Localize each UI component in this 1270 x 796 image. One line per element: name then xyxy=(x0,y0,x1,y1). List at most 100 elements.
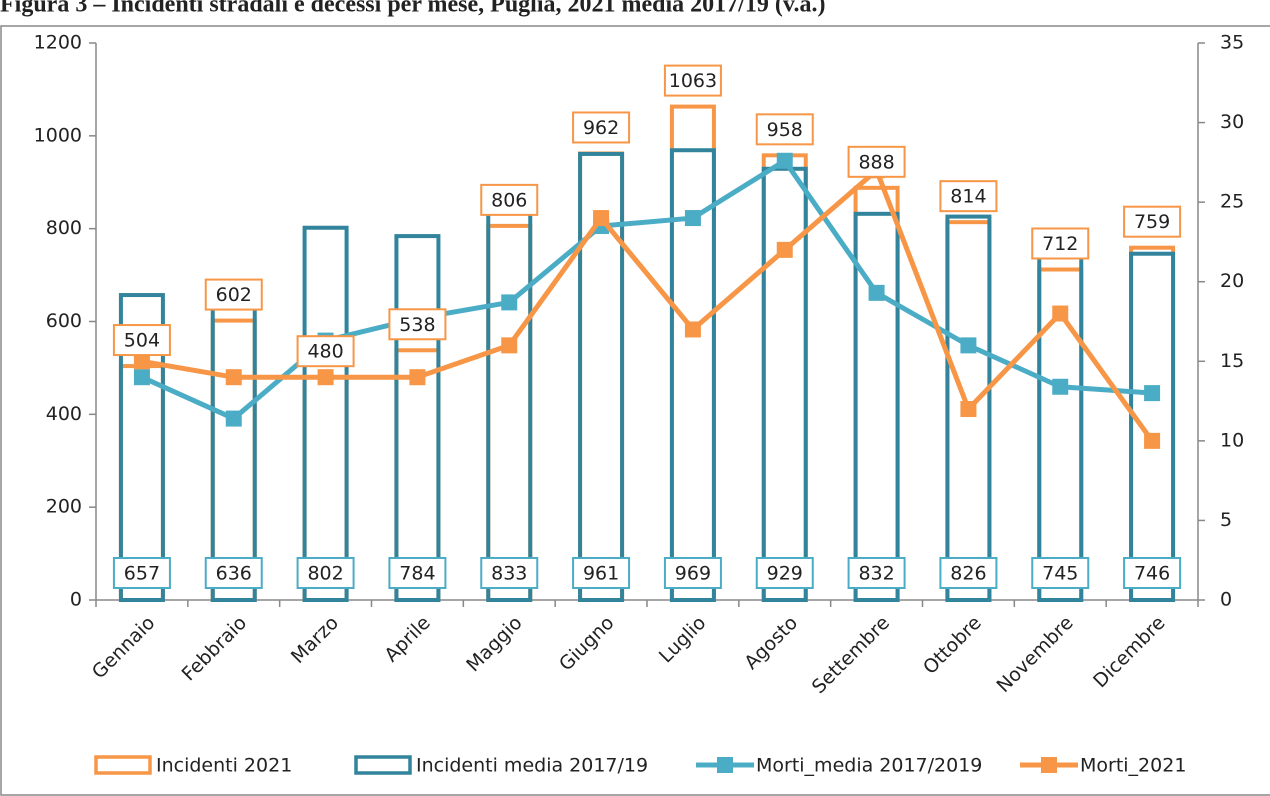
data-label-box xyxy=(1031,557,1090,589)
x-tick-label: Ottobre xyxy=(919,612,986,679)
x-tick-label: Giugno xyxy=(555,612,618,675)
legend-item: Incidenti 2021 xyxy=(94,755,292,777)
data-label-text: 806 xyxy=(491,189,527,211)
y-tick-label: 400 xyxy=(46,403,82,425)
marker xyxy=(868,284,885,301)
data-label: 480 xyxy=(296,335,355,368)
data-label-box xyxy=(388,308,447,341)
data-label-box xyxy=(296,557,355,589)
bar xyxy=(669,104,716,603)
line xyxy=(141,167,1155,443)
data-label-text: 969 xyxy=(675,563,711,585)
data-label: 504 xyxy=(112,324,171,357)
bar xyxy=(394,234,441,603)
data-label-box xyxy=(939,557,998,589)
data-label-text: 832 xyxy=(858,563,894,585)
y2-tick-label: 10 xyxy=(1220,429,1244,451)
data-label-box xyxy=(939,180,998,213)
data-label-text: 962 xyxy=(583,117,619,139)
data-label-box xyxy=(572,111,631,144)
data-label-text: 1063 xyxy=(669,70,717,92)
data-label-text: 602 xyxy=(216,284,252,306)
x-tick-label: Febbraio xyxy=(178,612,252,686)
line xyxy=(140,158,1153,422)
x-tick-label: Dicembre xyxy=(1089,612,1169,692)
bar xyxy=(486,211,533,603)
x-tick-label: Settembre xyxy=(808,612,894,698)
data-label-box xyxy=(1031,227,1090,260)
marker xyxy=(1144,432,1161,449)
legend-marker xyxy=(717,757,733,773)
data-label-text: 833 xyxy=(491,563,527,585)
data-label: 969 xyxy=(663,557,722,589)
data-label: 636 xyxy=(204,557,263,589)
marker xyxy=(776,152,793,169)
bar xyxy=(669,148,716,602)
data-label: 784 xyxy=(388,557,447,589)
data-label-text: 745 xyxy=(1042,563,1078,585)
marker xyxy=(1144,385,1161,402)
data-label: 929 xyxy=(755,557,814,589)
bar xyxy=(761,153,808,602)
y2-tick-label: 5 xyxy=(1220,509,1232,531)
data-label-text: 814 xyxy=(950,186,986,208)
y2-tick-label: 35 xyxy=(1220,32,1244,54)
x-tick-label: Agosto xyxy=(740,612,802,674)
data-label: 961 xyxy=(572,557,631,589)
data-label-text: 802 xyxy=(307,563,343,585)
y-tick-label: 800 xyxy=(46,217,82,239)
bar xyxy=(118,293,165,602)
y2-tick-label: 15 xyxy=(1220,350,1244,372)
data-label: 888 xyxy=(847,145,906,178)
data-label-text: 759 xyxy=(1134,211,1170,233)
y2-tick-label: 20 xyxy=(1220,270,1244,292)
data-label-text: 712 xyxy=(1042,233,1078,255)
data-label-text: 961 xyxy=(583,563,619,585)
marker xyxy=(225,369,242,386)
bar xyxy=(1129,251,1176,603)
marker xyxy=(960,401,977,418)
data-label: 1063 xyxy=(663,64,722,97)
data-label-box xyxy=(755,557,814,589)
legend-swatch xyxy=(354,755,412,775)
data-label-box xyxy=(480,183,539,216)
data-label-box xyxy=(204,278,263,311)
data-label-box xyxy=(847,145,906,178)
marker xyxy=(1052,305,1069,322)
x-tick-label: Gennaio xyxy=(88,612,159,683)
marker xyxy=(133,369,150,386)
data-label-box xyxy=(755,113,814,146)
x-tick-label: Marzo xyxy=(287,612,343,668)
data-label-box xyxy=(112,324,171,357)
bar xyxy=(761,166,808,603)
y-tick-label: 0 xyxy=(70,589,82,611)
data-label: 602 xyxy=(204,278,263,311)
bar xyxy=(486,223,533,603)
legend-label: Incidenti media 2017/19 xyxy=(416,755,648,777)
data-label-box xyxy=(204,557,263,589)
marker xyxy=(133,353,150,370)
data-label-box xyxy=(1123,205,1182,238)
data-label: 826 xyxy=(939,557,998,589)
data-label-box xyxy=(663,64,722,97)
bar xyxy=(853,185,900,602)
data-label-text: 538 xyxy=(399,314,435,336)
data-label: 806 xyxy=(480,183,539,216)
marker xyxy=(501,337,518,354)
y2-tick-label: 30 xyxy=(1220,111,1244,133)
data-label-box xyxy=(480,557,539,589)
marker xyxy=(1052,378,1069,395)
bar xyxy=(853,211,900,603)
x-tick-label: Aprile xyxy=(380,612,435,667)
data-label-box xyxy=(847,557,906,589)
marker xyxy=(225,410,242,427)
y-tick-label: 200 xyxy=(46,496,82,518)
data-label-text: 958 xyxy=(767,119,803,141)
data-label: 833 xyxy=(480,557,539,589)
legend-item: Morti_2021 xyxy=(1020,755,1186,777)
legend-label: Morti_media 2017/2019 xyxy=(756,755,982,777)
marker xyxy=(317,369,334,386)
y2-tick-label: 25 xyxy=(1220,191,1244,213)
y2-tick-label: 0 xyxy=(1220,589,1232,611)
